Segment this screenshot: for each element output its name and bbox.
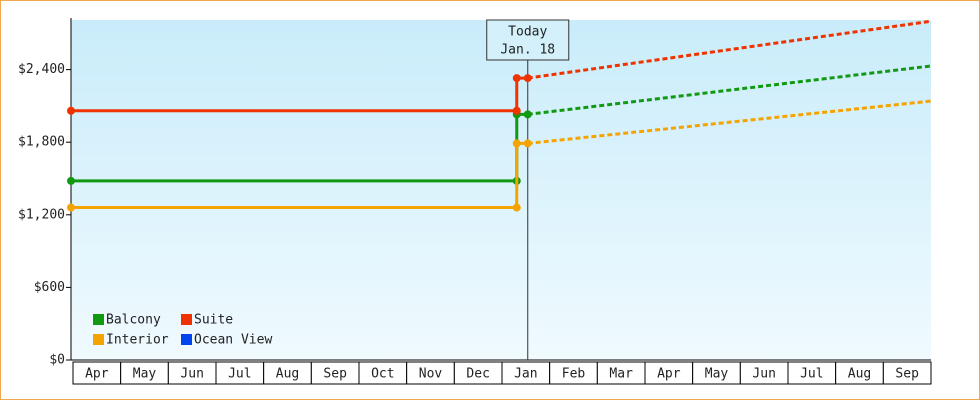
- today-box: [486, 19, 570, 61]
- history-line: [71, 76, 528, 113]
- y-tick-label: $1,800: [18, 135, 65, 150]
- legend-label: Interior: [106, 333, 169, 348]
- x-tick-label: Jan: [514, 367, 537, 382]
- plot-area: [71, 20, 931, 360]
- x-tick-label: Nov: [419, 367, 443, 382]
- legend-swatch: [93, 314, 104, 325]
- x-tick-label: Sep: [323, 367, 347, 382]
- today-label: Jan. 18: [500, 43, 555, 58]
- x-tick-label: Aug: [848, 367, 871, 382]
- y-tick-label: $1,200: [18, 207, 65, 222]
- x-tick-label: Jul: [228, 367, 251, 382]
- legend-swatch: [93, 334, 104, 345]
- point: [523, 110, 532, 119]
- x-tick-label: Apr: [85, 367, 109, 382]
- history-line: [71, 141, 528, 210]
- x-tick-label: Dec: [466, 367, 489, 382]
- x-tick-label: Sep: [895, 367, 919, 382]
- x-tick-label: Jul: [800, 367, 823, 382]
- legend-label: Ocean View: [194, 333, 272, 348]
- legend-label: Balcony: [106, 313, 161, 328]
- forecast-line: [527, 64, 932, 116]
- x-tick-label: May: [133, 367, 157, 382]
- point: [523, 74, 532, 83]
- point: [67, 176, 75, 185]
- legend-swatch: [181, 334, 192, 345]
- point: [523, 139, 532, 148]
- point: [67, 106, 75, 115]
- legend-swatch: [181, 314, 192, 325]
- point: [512, 139, 521, 148]
- forecast-line: [527, 99, 932, 145]
- forecast-line: [527, 19, 932, 80]
- point: [512, 106, 521, 115]
- x-tick-label: Apr: [657, 367, 681, 382]
- x-tick-label: Jun: [180, 367, 203, 382]
- y-tick-label: $600: [34, 280, 65, 295]
- x-tick-label: May: [705, 367, 729, 382]
- x-tick-label: Mar: [609, 367, 633, 382]
- x-tick-box: [882, 361, 932, 385]
- x-tick-label: Oct: [371, 367, 394, 382]
- y-tick-label: $2,400: [18, 62, 65, 77]
- today-label: Today: [508, 25, 547, 40]
- legend-label: Suite: [194, 313, 233, 328]
- point: [67, 203, 75, 212]
- x-tick-label: Aug: [276, 367, 299, 382]
- x-tick-label: Jun: [752, 367, 775, 382]
- point: [512, 203, 521, 212]
- point: [512, 74, 521, 83]
- x-tick-label: Feb: [562, 367, 586, 382]
- y-tick-label: $0: [49, 353, 65, 368]
